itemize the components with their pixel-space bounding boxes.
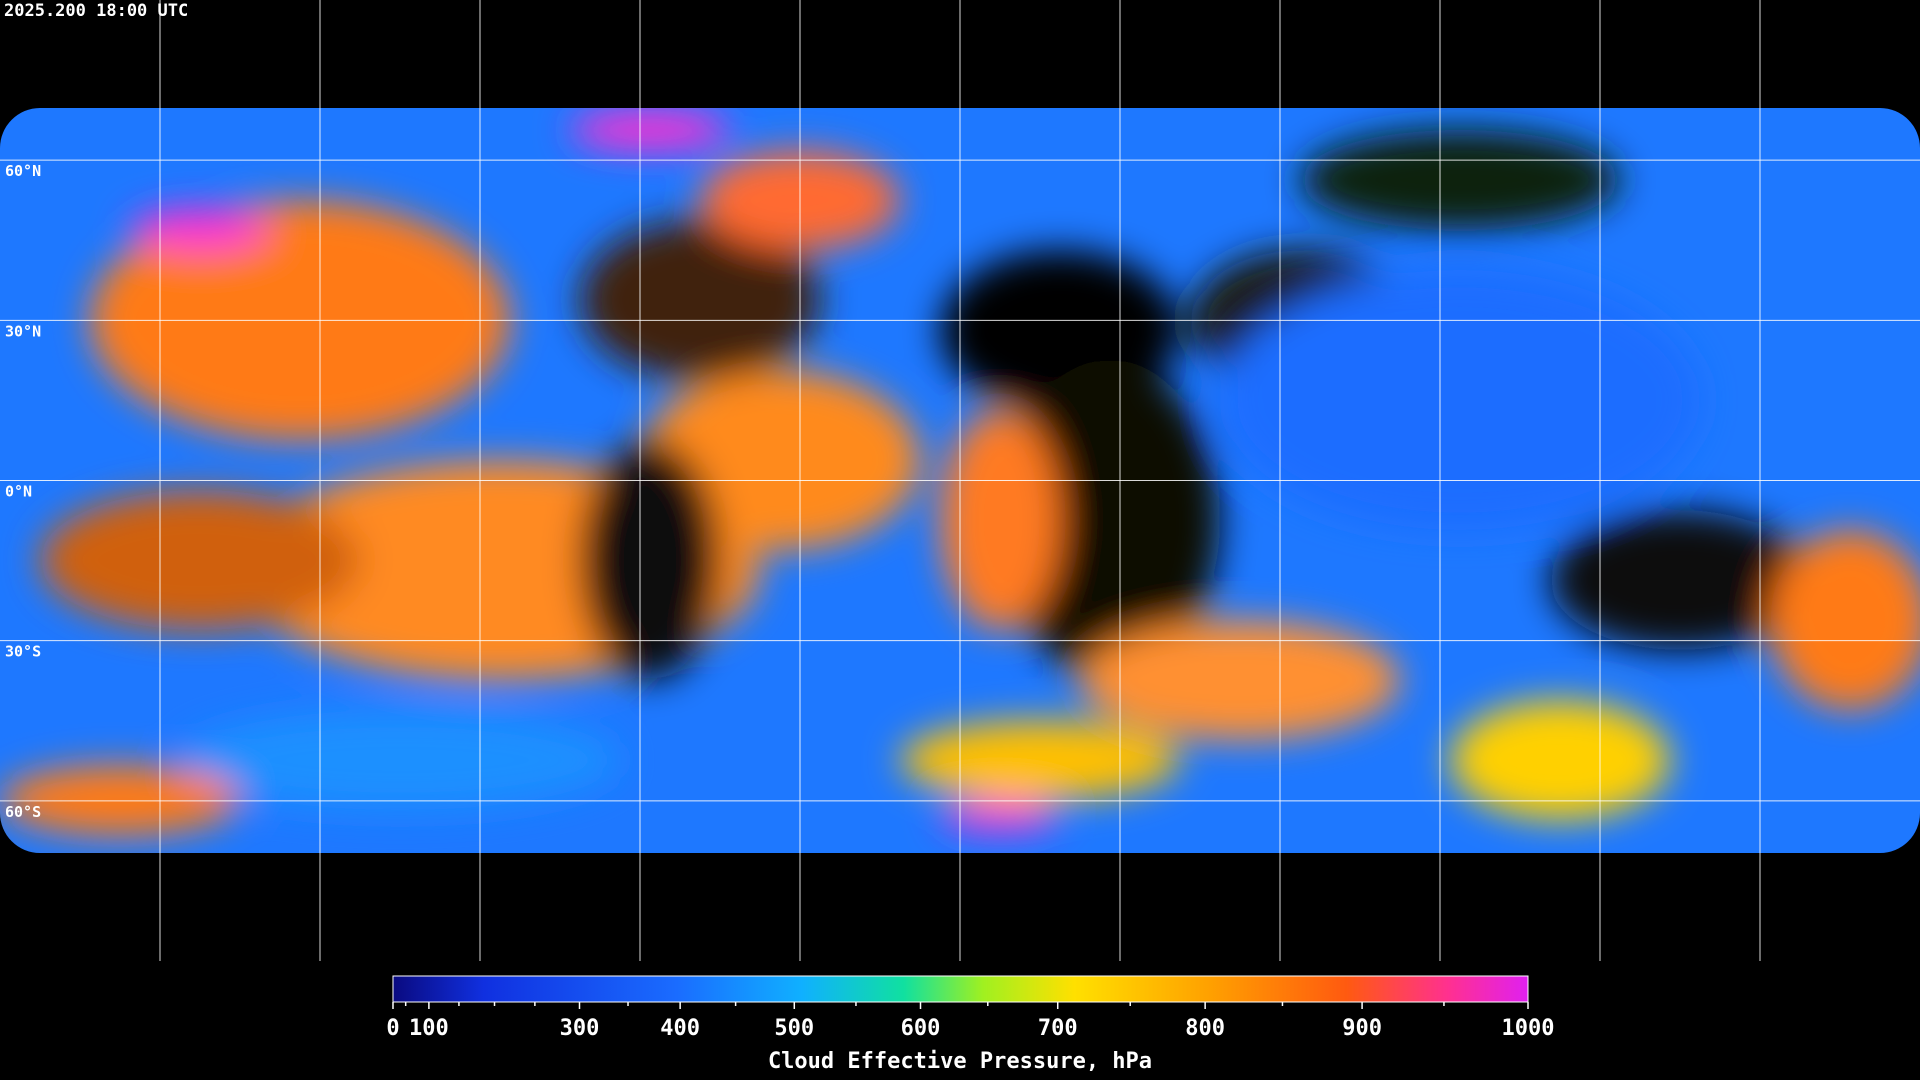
colorbar-tick-label: 600 [901, 1016, 941, 1041]
latitude-label: 60°S [5, 803, 41, 821]
graticule [0, 0, 1920, 961]
colorbar-title: Cloud Effective Pressure, hPa [768, 1049, 1152, 1074]
colorbar-tick-label: 0 [386, 1016, 399, 1041]
latitude-label: 30°S [5, 643, 41, 661]
colorbar-tick-label: 400 [660, 1016, 700, 1041]
colorbar-tick-label: 1000 [1502, 1016, 1555, 1041]
colorbar-tick-label: 100 [409, 1016, 449, 1041]
colorbar-tick-label: 500 [774, 1016, 814, 1041]
latitude-label: 60°N [5, 162, 41, 180]
colorbar-tick-label: 700 [1038, 1016, 1078, 1041]
colorbar-tick-label: 800 [1185, 1016, 1225, 1041]
timestamp: 2025.200 18:00 UTC [4, 1, 188, 21]
colorbar [392, 975, 1529, 1003]
latitude-label: 0°N [5, 483, 32, 501]
latitude-label: 30°N [5, 322, 41, 340]
colorbar-tick-label: 300 [560, 1016, 600, 1041]
colorbar-tick-label: 900 [1342, 1016, 1382, 1041]
